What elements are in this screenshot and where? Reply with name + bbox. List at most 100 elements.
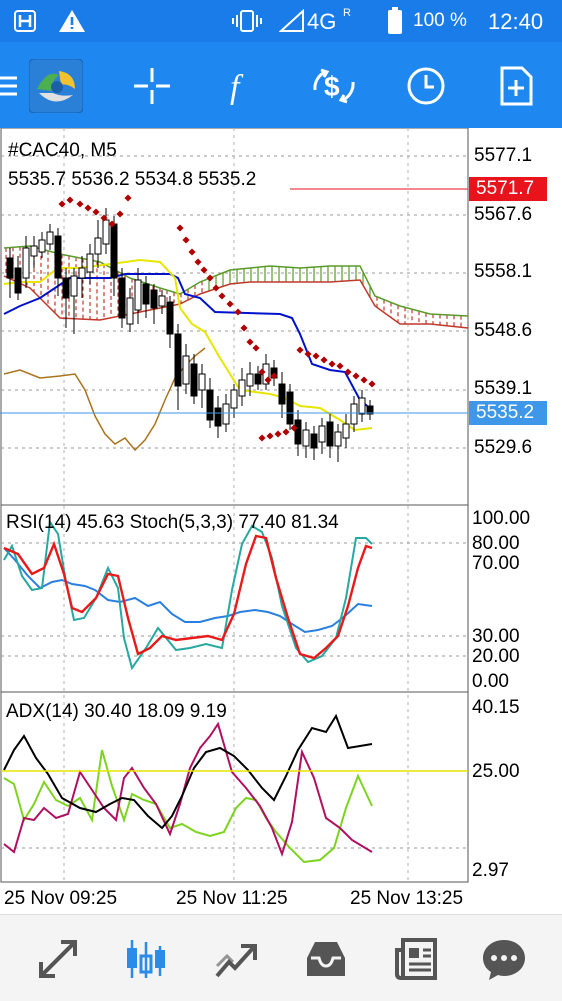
crosshair-icon <box>134 68 170 104</box>
candle-body <box>94 237 102 255</box>
sar-dot <box>368 380 376 388</box>
candle-body <box>230 389 238 409</box>
price-label: 5529.6 <box>474 437 533 458</box>
sar-dot <box>320 356 328 364</box>
adx-title: ADX(14) 30.40 18.09 9.19 <box>6 701 227 722</box>
new-chart-button[interactable] <box>488 58 544 114</box>
sar-dot <box>258 434 266 442</box>
candle-body <box>206 389 214 421</box>
candle-body <box>182 355 190 385</box>
chart-area[interactable]: #CAC40, M5 5535.7 5536.2 5534.8 5535.2 5… <box>0 128 562 914</box>
indicators-button[interactable]: f <box>212 58 268 114</box>
candle-body <box>118 277 126 319</box>
candle-body <box>174 333 182 387</box>
sar-dot <box>206 274 214 282</box>
candle-body <box>134 279 142 311</box>
candle-body <box>342 423 350 439</box>
candlesticks <box>6 208 374 462</box>
sar-dot <box>344 368 352 376</box>
candle-body <box>22 247 30 279</box>
candle-body <box>110 223 118 279</box>
nav-news[interactable] <box>386 929 446 989</box>
sar-dot <box>258 368 266 376</box>
time-label: 25 Nov 09:25 <box>4 888 118 909</box>
sar-dot <box>266 432 274 440</box>
sar-dot <box>234 308 242 316</box>
sar-dot <box>66 196 74 204</box>
menu-button[interactable] <box>0 58 26 114</box>
candle-body <box>310 433 318 449</box>
rsi-level-label: 30.00 <box>472 626 520 647</box>
adx-level-label: 40.15 <box>472 697 520 718</box>
candle-body <box>126 297 134 325</box>
alert-price-label: 5571.7 <box>476 178 535 199</box>
sar-dot <box>304 350 312 358</box>
sar-dot <box>194 258 202 266</box>
candle-body <box>254 373 262 385</box>
candle-body <box>166 301 174 335</box>
dollar-sync-icon: $ <box>313 68 355 104</box>
crosshair-button[interactable] <box>124 58 180 114</box>
signal-icon <box>279 9 304 32</box>
battery-icon <box>388 7 402 34</box>
svg-text:$: $ <box>324 71 340 102</box>
ohlc-label: 5535.7 5536.2 5534.8 5535.2 <box>8 169 257 190</box>
sar-dot <box>124 194 132 202</box>
chart-canvas[interactable] <box>0 128 562 914</box>
quotes-icon <box>39 940 77 978</box>
price-label: 5548.6 <box>474 320 533 341</box>
rsi-level-label: 20.00 <box>472 646 520 667</box>
senkou-b-line <box>3 275 469 329</box>
history-icon <box>307 942 345 976</box>
status-bar: 4G R 100 % 12:40 <box>0 0 562 42</box>
nav-chart[interactable] <box>116 929 176 989</box>
metatrader-logo <box>29 59 83 113</box>
trade-button[interactable]: $ <box>306 58 362 114</box>
sar-dot <box>252 344 260 352</box>
candle-body <box>14 267 22 294</box>
rsi-level-label: 70.00 <box>472 553 520 574</box>
network-roaming: R <box>343 7 351 19</box>
trade-icon <box>215 944 257 978</box>
sar-dot <box>100 214 108 222</box>
current-price-label: 5535.2 <box>476 402 535 423</box>
candle-body <box>62 277 70 299</box>
sar-dot <box>328 360 336 368</box>
sar-dot <box>58 200 66 208</box>
candle-body <box>150 289 158 309</box>
candle-body <box>366 405 374 415</box>
candle-body <box>222 403 230 425</box>
app-logo-button[interactable] <box>28 58 84 114</box>
sar-dot <box>264 376 272 384</box>
sar-dot <box>176 224 184 232</box>
news-icon <box>395 938 437 980</box>
warning-icon <box>59 10 85 32</box>
nav-history[interactable] <box>296 929 356 989</box>
candle-body <box>238 379 246 397</box>
nav-quotes[interactable] <box>28 929 88 989</box>
sar-dot <box>296 346 304 354</box>
tenkan-line <box>3 258 373 432</box>
toolbar: f $ <box>0 42 562 128</box>
sar-dot <box>246 338 254 346</box>
candle-body <box>190 363 198 397</box>
current-price-box <box>469 401 547 425</box>
candle-body <box>326 421 334 447</box>
price-label: 5577.1 <box>474 145 533 166</box>
parabolic-sar <box>58 194 376 442</box>
sar-dot <box>212 284 220 292</box>
candle-body <box>214 407 222 427</box>
candle-body <box>38 239 46 253</box>
sar-dot <box>282 428 290 436</box>
candle-body <box>318 425 326 443</box>
candle-body <box>350 403 358 425</box>
sar-dot <box>84 204 92 212</box>
candle-body <box>294 419 302 445</box>
nav-chat[interactable] <box>474 929 534 989</box>
timeframe-button[interactable] <box>398 58 454 114</box>
nav-trade[interactable] <box>206 929 266 989</box>
rsi-title: RSI(14) 45.63 Stoch(5,3,3) 77.40 81.34 <box>6 512 339 533</box>
plus-di-line <box>3 749 373 864</box>
add-template-icon <box>500 66 533 106</box>
sar-dot <box>352 372 360 380</box>
